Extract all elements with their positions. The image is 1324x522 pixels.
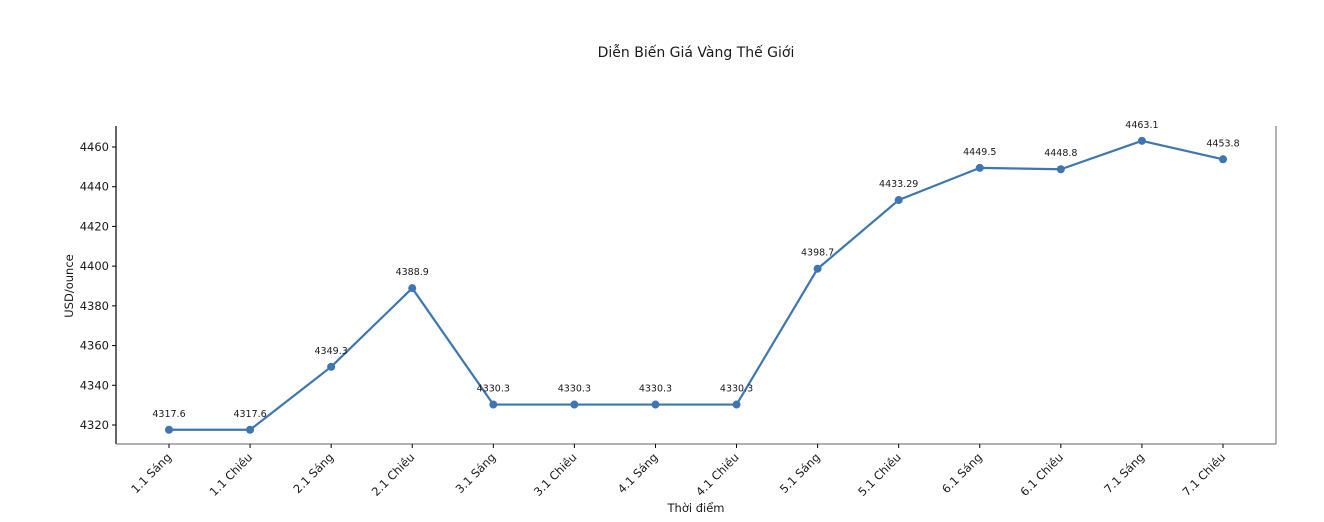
data-point	[1056, 165, 1065, 174]
x-tick-label: 7.1 Chiều	[1179, 450, 1228, 499]
x-tick-label: 1.1 Chiều	[207, 450, 256, 499]
x-tick-label: 3.1 Sáng	[453, 450, 499, 496]
y-tick-label: 4320	[80, 418, 109, 432]
y-tick-label: 4420	[80, 219, 109, 233]
y-tick-label: 4360	[80, 339, 109, 353]
x-tick-label: 3.1 Chiều	[531, 450, 580, 499]
data-point	[165, 425, 173, 434]
data-label: 4453.8	[1206, 138, 1239, 149]
x-tick-label: 1.1 Sáng	[128, 450, 174, 496]
data-label: 4330.3	[477, 384, 510, 395]
data-point	[1137, 136, 1146, 145]
data-point	[732, 400, 741, 409]
data-label: 4317.6	[152, 409, 185, 420]
data-point	[408, 284, 417, 293]
x-tick-label: 6.1 Chiều	[1017, 450, 1066, 499]
data-point	[327, 362, 336, 371]
data-point	[894, 196, 903, 205]
y-tick-label: 4400	[80, 259, 109, 273]
y-tick-label: 4380	[80, 299, 109, 313]
data-label: 4433.29	[879, 179, 918, 190]
x-tick-label: 5.1 Sáng	[777, 450, 823, 496]
data-label: 4398.7	[801, 248, 834, 259]
y-tick-label: 4440	[80, 180, 109, 194]
x-tick-label: 4.1 Chiều	[693, 450, 742, 499]
data-label: 4317.6	[233, 409, 266, 420]
chart-title: Diễn Biến Giá Vàng Thế Giới	[598, 44, 795, 61]
plot-area: 4320 4340 4360 4380 4400 4420 4440 4460 1.1 Sáng…	[80, 120, 1277, 499]
data-label: 4449.5	[963, 147, 996, 158]
y-axis-label: USD/ounce	[62, 254, 76, 317]
data-point	[975, 163, 984, 172]
data-label: 4349.3	[315, 346, 348, 357]
data-point	[570, 400, 579, 409]
x-tick-label: 4.1 Sáng	[615, 450, 661, 496]
y-tick-label: 4340	[80, 378, 109, 392]
data-label: 4463.1	[1125, 120, 1158, 131]
data-point	[246, 425, 255, 434]
data-label: 4388.9	[396, 267, 429, 278]
data-label: 4330.3	[720, 384, 753, 395]
data-point	[1219, 155, 1227, 164]
data-label: 4448.8	[1044, 148, 1077, 159]
data-label: 4330.3	[639, 384, 672, 395]
x-tick-label: 2.1 Chiều	[369, 450, 418, 499]
data-label: 4330.3	[558, 384, 591, 395]
x-tick-label: 2.1 Sáng	[290, 450, 336, 496]
y-tick-label: 4460	[80, 140, 109, 154]
x-tick-label: 5.1 Chiều	[855, 450, 904, 499]
x-tick-label: 6.1 Sáng	[939, 450, 985, 496]
data-point	[489, 400, 498, 409]
data-point	[651, 400, 660, 409]
x-tick-label: 7.1 Sáng	[1101, 450, 1147, 496]
x-axis-label: Thời điểm	[667, 501, 725, 515]
price-line	[169, 139, 1224, 431]
data-point	[813, 264, 822, 273]
